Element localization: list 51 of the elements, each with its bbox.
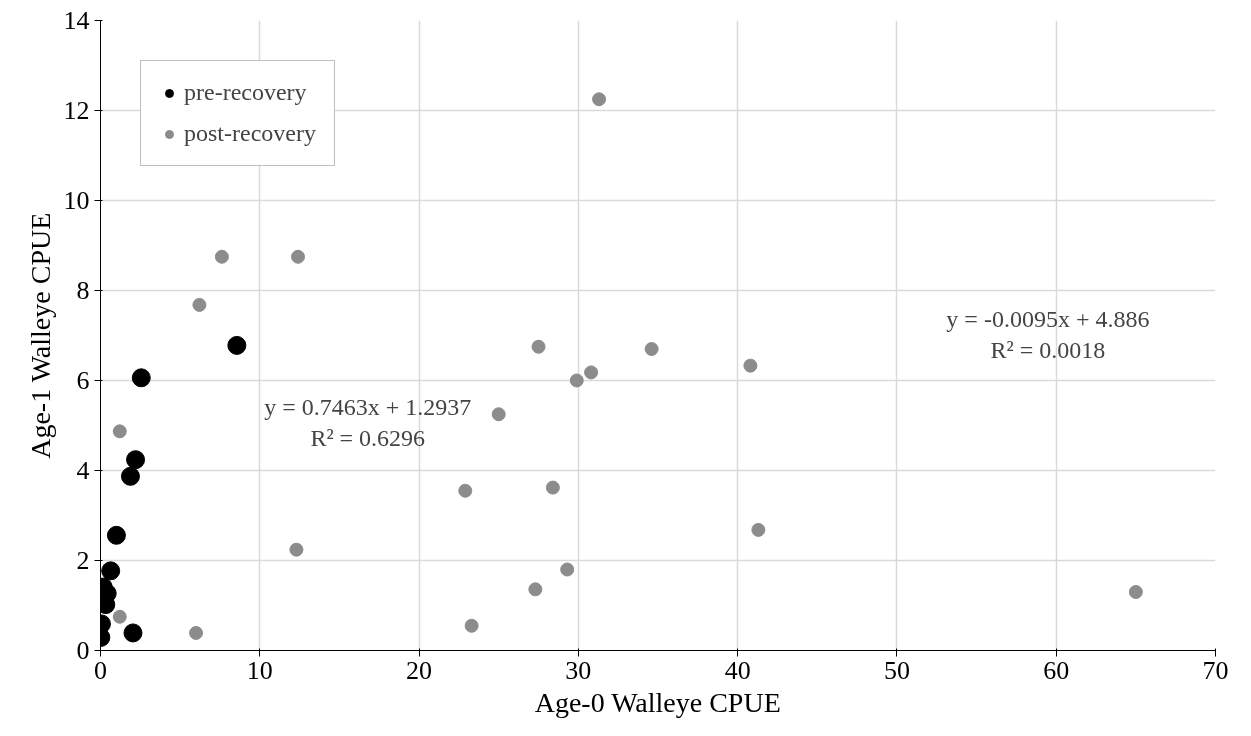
point [120,466,140,486]
point [531,339,546,354]
y-axis-title: Age-1 Walleye CPUE [24,212,56,459]
point [560,562,575,577]
point [545,480,560,495]
point [126,450,146,470]
point [214,249,229,264]
annotation: R² = 0.0018 [990,337,1106,363]
y-tick-label: 8 [76,276,90,305]
y-tick-label: 2 [76,546,90,575]
y-tick-label: 12 [63,96,90,125]
y-tick-label: 14 [63,6,90,35]
y-tick-label: 6 [76,366,90,395]
legend-label: post-recovery [184,120,316,147]
point [189,625,204,640]
x-tick-label: 60 [1043,655,1070,685]
y-tick-label: 10 [63,186,90,215]
y-tick-label: 0 [76,636,90,665]
point [464,618,479,633]
point [584,365,599,380]
point [458,483,473,498]
x-tick-label: 20 [406,655,433,685]
y-tick-label: 4 [76,456,90,485]
annotation: y = 0.7463x + 1.2937 [264,393,472,420]
point [569,373,584,388]
legend-label: pre-recovery [184,79,307,106]
x-tick-label: 50 [883,655,910,685]
point [291,249,306,264]
point [192,297,207,312]
x-tick-label: 70 [1202,655,1229,685]
annotation: y = -0.0095x + 4.886 [946,305,1150,332]
point [751,522,766,537]
point [123,623,143,643]
point [112,424,127,439]
point [644,342,659,356]
point [131,368,151,388]
point [592,92,607,107]
x-tick-label: 40 [724,655,751,685]
point [106,525,126,545]
point [528,582,543,597]
annotation: R² = 0.6296 [310,425,426,452]
point [227,335,247,355]
point [112,609,127,624]
point [289,542,304,557]
point [743,358,758,373]
point [491,407,506,422]
x-axis-title: Age-0 Walleye CPUE [534,686,781,718]
point [101,561,121,581]
x-tick-label: 10 [246,655,273,685]
x-tick-label: 30 [565,655,592,685]
point [1128,585,1143,599]
